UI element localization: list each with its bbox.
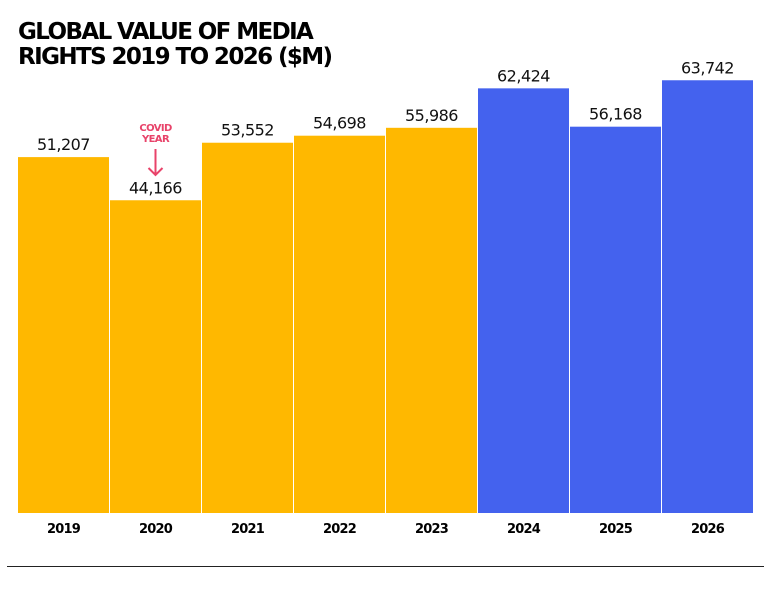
data-label: 62,424 [497, 66, 550, 85]
annotation-text: YEAR [141, 134, 170, 145]
data-label: 44,166 [129, 178, 182, 197]
x-tick-label: 2020 [139, 522, 173, 537]
bar-2024 [478, 88, 569, 513]
data-label: 63,742 [681, 58, 734, 77]
x-tick-label: 2021 [231, 522, 265, 537]
annotation-text: COVID [139, 123, 172, 134]
bar-2022 [294, 135, 385, 513]
data-label: 55,986 [405, 106, 458, 125]
bar-2026 [662, 80, 753, 514]
data-label: 51,207 [37, 135, 90, 154]
x-tick-label: 2026 [691, 522, 725, 537]
data-label: 53,552 [221, 121, 274, 140]
x-tick-label: 2023 [415, 522, 449, 537]
x-tick-label: 2025 [599, 522, 633, 537]
chart-title: GLOBAL VALUE OF MEDIA RIGHTS 2019 TO 202… [18, 19, 333, 70]
bar-2019 [18, 157, 109, 514]
x-tick-label: 2019 [47, 522, 81, 537]
x-tick-label: 2022 [323, 522, 356, 537]
bottom-rule [7, 566, 764, 567]
bar-2025 [570, 126, 661, 514]
bar-2021 [202, 142, 293, 513]
data-label: 54,698 [313, 114, 366, 133]
data-label: 56,168 [589, 105, 642, 124]
bar-2020 [110, 200, 201, 513]
x-tick-label: 2024 [507, 522, 541, 537]
arrow-down-icon [147, 149, 164, 177]
bar-2023 [386, 127, 477, 513]
